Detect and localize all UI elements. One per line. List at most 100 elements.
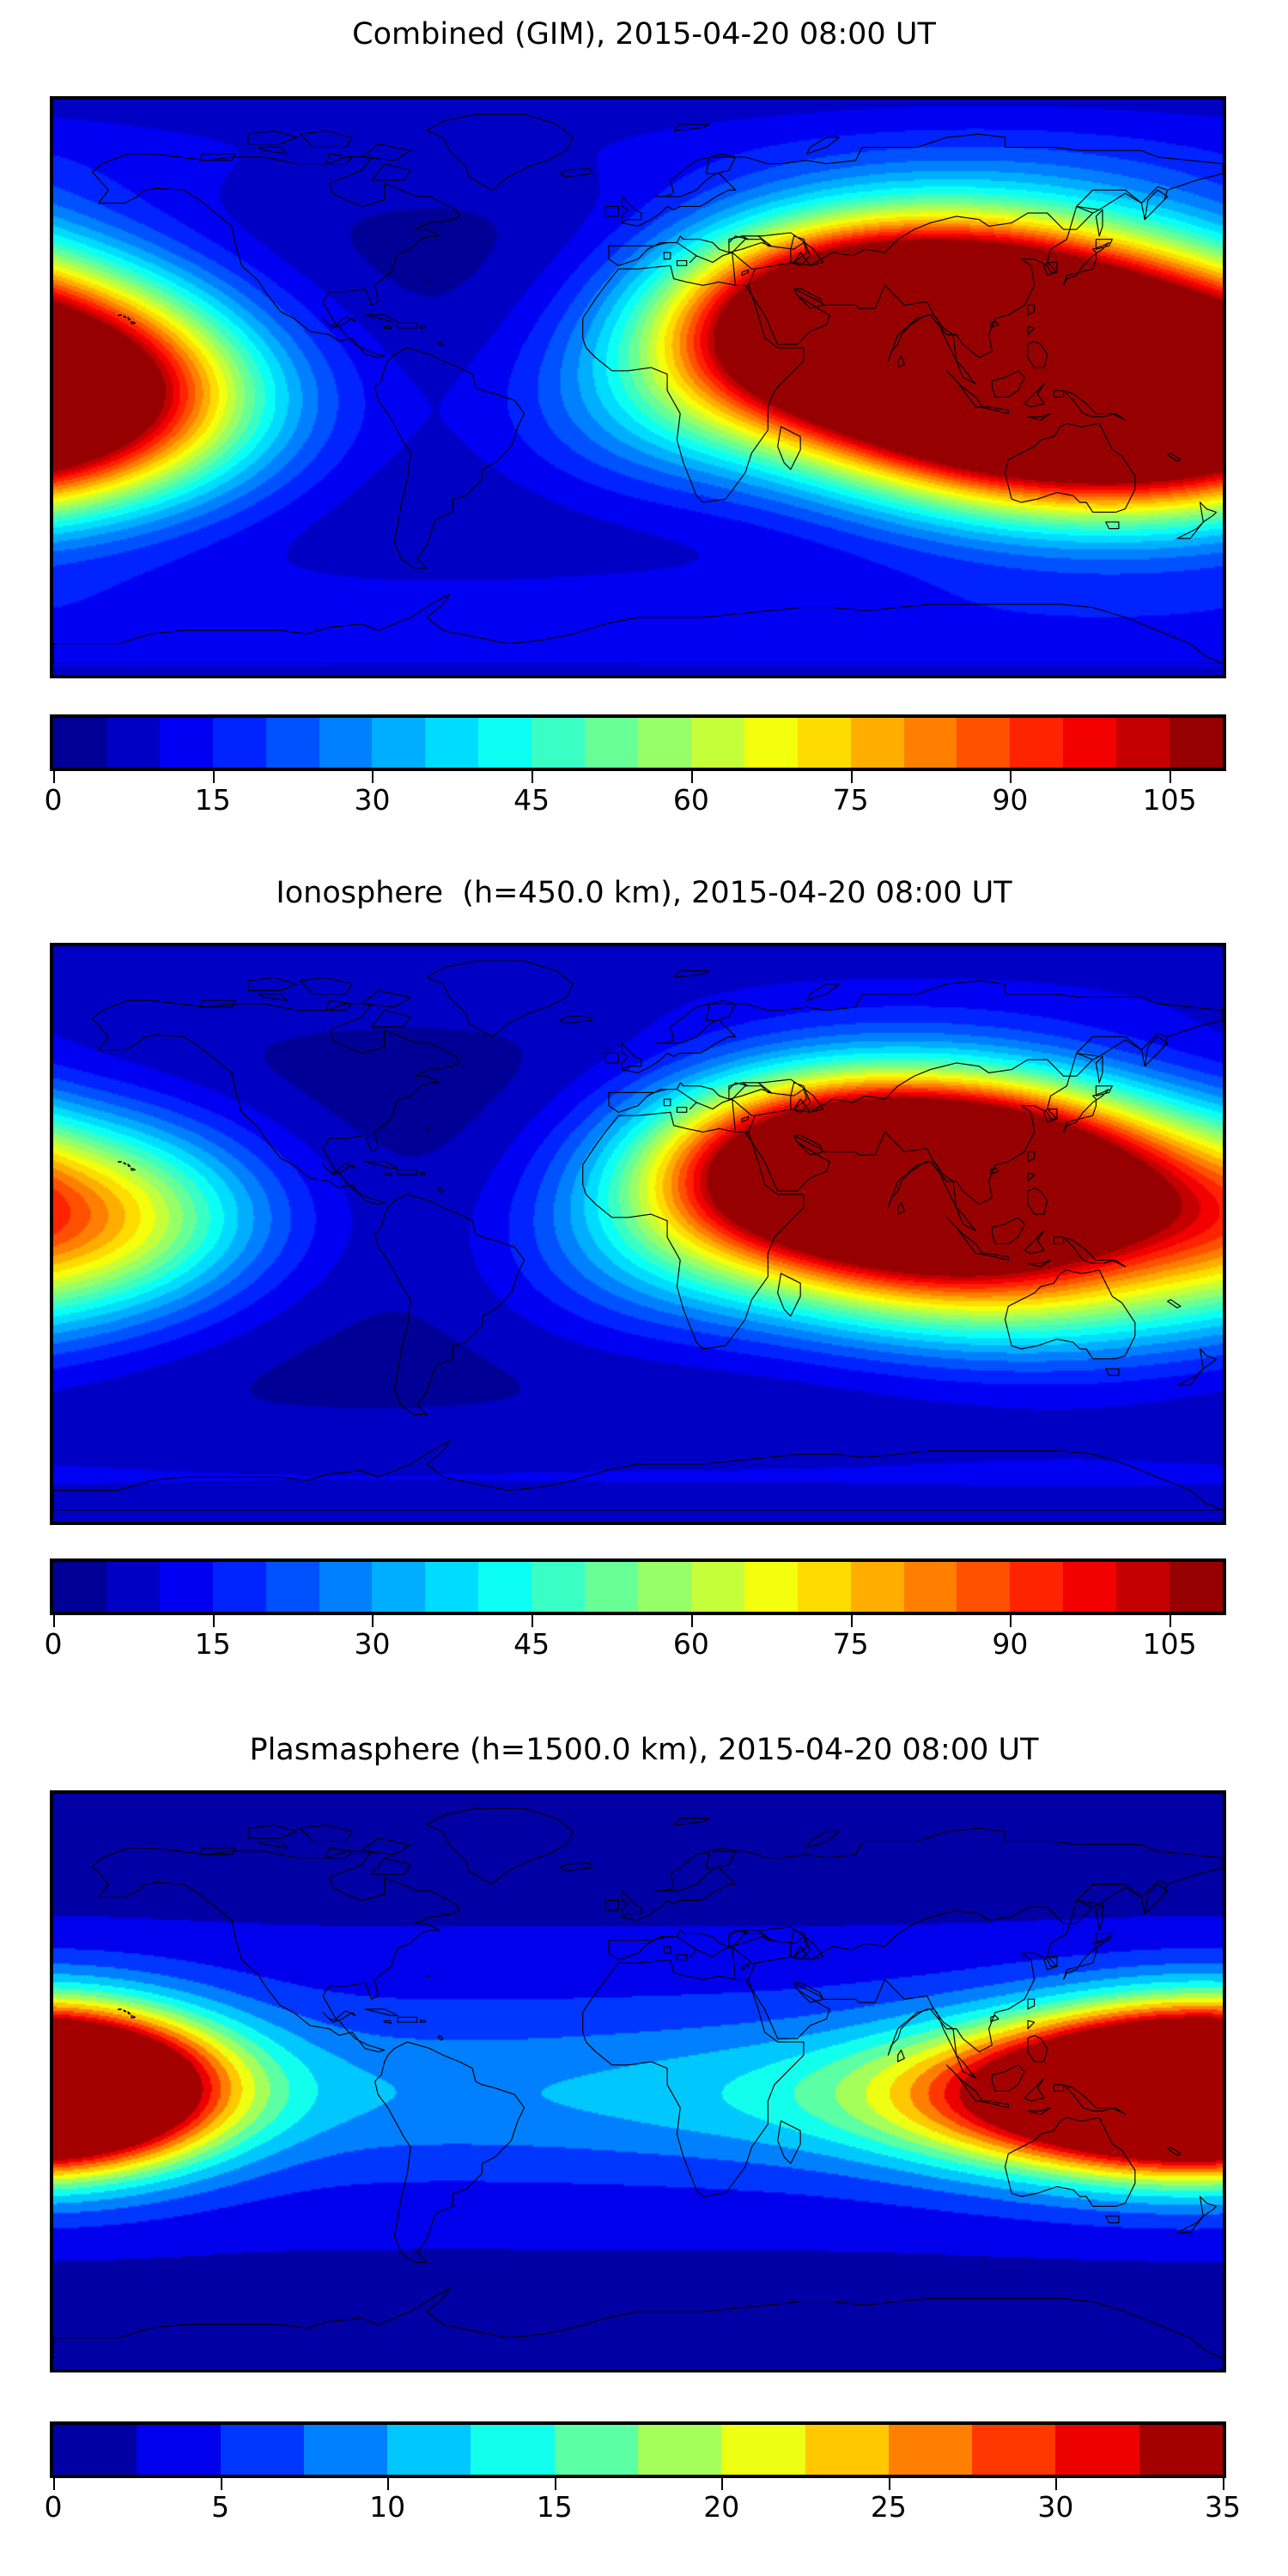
colorbar-band [1063,718,1117,768]
coastlines-combined [53,100,1223,675]
colorbar-tick-label: 20 [703,2490,740,2524]
colorbar-tick-label: 25 [870,2490,907,2524]
colorbar-tick [387,2478,390,2490]
map-raster-plasmasphere [53,1794,1223,2369]
colorbar-band [319,1562,373,1612]
coastlines-ionosphere [53,946,1223,1522]
colorbar-tick-label: 10 [369,2490,406,2524]
colorbar-tick-label: 15 [194,1627,231,1661]
colorbar-band [690,718,744,768]
colorbar-band [212,718,266,768]
colorbar-band [690,1562,744,1612]
colorbar-ticks-ionosphere [50,1615,1226,1627]
colorbar-band [957,1562,1011,1612]
colorbar-band [1116,1562,1170,1612]
colorbar-tick [1055,2478,1058,2490]
colorbar-tick [690,1615,693,1627]
colorbar-tick-label: 5 [211,2490,230,2524]
colorbar-band [1170,1562,1223,1612]
colorbar-ionosphere: 0 15 30 45 60 75 90 105 [45,1558,1226,1670]
colorbar-band [212,1562,266,1612]
colorbar-band [159,718,213,768]
colorbar-tick-label: 75 [832,783,869,817]
colorbar-tick-label: 105 [1142,783,1197,817]
panel-title-combined: Combined (GIM), 2015-04-20 08:00 UT [352,17,936,52]
colorbar-band [1063,1562,1117,1612]
colorbar-tick [53,771,55,783]
colorbar-band [850,1562,904,1612]
colorbar-tick [532,771,534,783]
colorbar-band [1055,2425,1139,2475]
colorbar-band [585,1562,638,1612]
colorbar-tick [690,771,693,783]
panel-ionosphere: Ionosphere (h=450.0 km), 2015-04-20 08:0… [0,859,1288,1717]
colorbar-band [425,718,479,768]
colorbar-labels-plasmasphere: 0 5 10 15 20 25 30 35 [45,2490,1242,2530]
colorbar-tick-label: 15 [536,2490,573,2524]
colorbar-tick-label: 45 [513,783,550,817]
colorbar-tick-label: 30 [354,783,391,817]
colorbar-tick [721,2478,724,2490]
colorbar-band [850,718,904,768]
colorbar-tick [1170,771,1172,783]
colorbar-band [972,2425,1056,2475]
colorbar-band [1139,2425,1223,2475]
coastline-path [53,1808,1223,2357]
colorbar-band [797,718,851,768]
colorbar-band [159,1562,213,1612]
colorbar-band [220,2425,304,2475]
colorbar-tick [1010,771,1012,783]
colorbar-tick [532,1615,534,1627]
colorbar-band [585,718,638,768]
colorbar-band [1010,718,1064,768]
colorbar-tick-label: 45 [513,1627,550,1661]
coastlines-plasmasphere [53,1794,1223,2369]
colorbar-band [532,718,586,768]
map-raster-ionosphere [53,946,1223,1522]
colorbar-band [637,2425,722,2475]
colorbar-tick-label: 90 [992,783,1029,817]
colorbar-tick [1223,2478,1224,2490]
colorbar-band [319,718,373,768]
colorbar-tick [888,2478,890,2490]
colorbar-tick-label: 105 [1142,1627,1197,1661]
colorbar-tick-label: 60 [672,1627,709,1661]
colorbar-band [1116,718,1170,768]
colorbar-band [744,1562,798,1612]
colorbar-band [372,1562,426,1612]
colorbar-band [903,1562,957,1612]
colorbar-tick [372,1615,374,1627]
colorbar-tick-label: 35 [1205,2490,1241,2524]
colorbar-tick-label: 0 [44,1627,63,1661]
colorbar-tick [554,2478,556,2490]
colorbar-band [554,2425,638,2475]
colorbar-band [53,718,106,768]
colorbar-tick-label: 0 [44,783,63,817]
colorbar-tick [53,2478,55,2490]
panel-plasmasphere: Plasmasphere (h=1500.0 km), 2015-04-20 0… [0,1717,1288,2576]
colorbar-tick-label: 60 [672,783,709,817]
colorbar-band [888,2425,973,2475]
colorbar-tick [212,771,215,783]
colorbar-ticks-combined [50,771,1226,783]
colorbar-band [1010,1562,1064,1612]
panel-combined-gim: Combined (GIM), 2015-04-20 08:00 UT 0 15 3… [0,0,1288,859]
colorbar-tick-label: 30 [354,1627,391,1661]
colorbar-band [106,1562,160,1612]
colorbar-band [53,2425,137,2475]
colorbar-tick [1010,1615,1012,1627]
colorbar-combined: 0 15 30 45 60 75 90 105 [45,714,1226,826]
colorbar-band [106,718,160,768]
colorbar-band [1170,718,1223,768]
colorbar-band [372,718,426,768]
colorbar-labels-combined: 0 15 30 45 60 75 90 105 [45,783,1226,823]
colorbar-tick [850,771,853,783]
coastline-path [53,961,1223,1510]
colorbar-tick-label: 15 [194,783,231,817]
colorbar-band [957,718,1011,768]
colorbar-band [303,2425,388,2475]
colorbar-band [471,2425,555,2475]
map-raster-combined [53,100,1223,675]
map-combined-gim [50,96,1226,678]
colorbar-band [53,1562,106,1612]
